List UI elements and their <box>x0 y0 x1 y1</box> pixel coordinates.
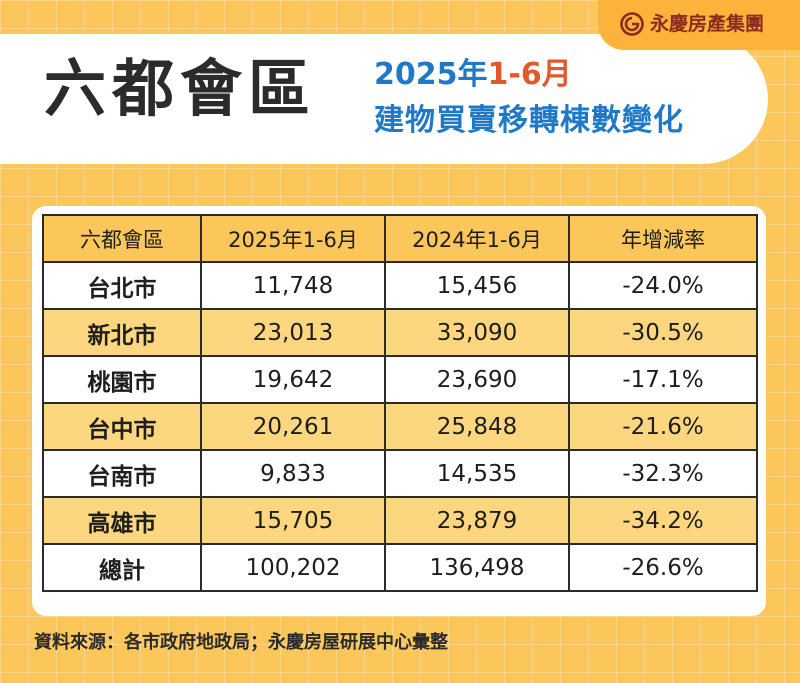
city-cell: 桃園市 <box>42 355 202 404</box>
value-2025-cell: 15,705 <box>200 496 386 545</box>
value-2024-cell: 33,090 <box>384 308 570 357</box>
change-cell: -24.0% <box>568 261 758 310</box>
main-title: 六都會區 <box>44 52 317 125</box>
change-cell: -30.5% <box>568 308 758 357</box>
total-change-cell: -26.6% <box>568 543 758 592</box>
change-cell: -17.1% <box>568 355 758 404</box>
city-cell: 台中市 <box>42 402 202 451</box>
value-2025-cell: 11,748 <box>200 261 386 310</box>
value-2024-cell: 23,690 <box>384 355 570 404</box>
value-2024-cell: 23,879 <box>384 496 570 545</box>
table-total-row: 總計 100,202 136,498 -26.6% <box>42 543 758 592</box>
subtitle-topic: 建物買賣移轉棟數變化 <box>374 103 684 138</box>
table-row: 新北市 23,013 33,090 -30.5% <box>42 308 758 357</box>
data-table: 六都會區 2025年1-6月 2024年1-6月 年增減率 台北市 11,748… <box>42 214 758 592</box>
value-2025-cell: 23,013 <box>200 308 386 357</box>
value-2024-cell: 25,848 <box>384 402 570 451</box>
title-panel <box>0 34 768 164</box>
value-2025-cell: 20,261 <box>200 402 386 451</box>
column-header: 2025年1-6月 <box>200 214 386 263</box>
table-header-row: 六都會區 2025年1-6月 2024年1-6月 年增減率 <box>42 214 758 263</box>
table-row: 高雄市 15,705 23,879 -34.2% <box>42 496 758 545</box>
value-2024-cell: 14,535 <box>384 449 570 498</box>
subtitle-year: 2025年 <box>374 57 488 92</box>
table-row: 台北市 11,748 15,456 -24.0% <box>42 261 758 310</box>
brand-tab <box>598 0 800 50</box>
subtitle-months: 1-6月 <box>487 57 572 92</box>
source-note: 資料來源：各市政府地政局；永慶房屋研展中心彙整 <box>34 632 448 653</box>
city-cell: 新北市 <box>42 308 202 357</box>
table-row: 台南市 9,833 14,535 -32.3% <box>42 449 758 498</box>
city-cell: 台南市 <box>42 449 202 498</box>
total-2024-cell: 136,498 <box>384 543 570 592</box>
column-header: 六都會區 <box>42 214 202 263</box>
table-row: 桃園市 19,642 23,690 -17.1% <box>42 355 758 404</box>
change-cell: -34.2% <box>568 496 758 545</box>
value-2025-cell: 19,642 <box>200 355 386 404</box>
total-2025-cell: 100,202 <box>200 543 386 592</box>
table-row: 台中市 20,261 25,848 -21.6% <box>42 402 758 451</box>
city-cell: 台北市 <box>42 261 202 310</box>
column-header: 2024年1-6月 <box>384 214 570 263</box>
change-cell: -21.6% <box>568 402 758 451</box>
value-2024-cell: 15,456 <box>384 261 570 310</box>
yungching-logo-icon <box>620 12 644 36</box>
brand-name: 永慶房產集團 <box>650 13 765 35</box>
city-cell: 高雄市 <box>42 496 202 545</box>
change-cell: -32.3% <box>568 449 758 498</box>
total-label-cell: 總計 <box>42 543 202 592</box>
column-header: 年增減率 <box>568 214 758 263</box>
value-2025-cell: 9,833 <box>200 449 386 498</box>
subtitle-period: 2025年1-6月 <box>374 60 572 90</box>
